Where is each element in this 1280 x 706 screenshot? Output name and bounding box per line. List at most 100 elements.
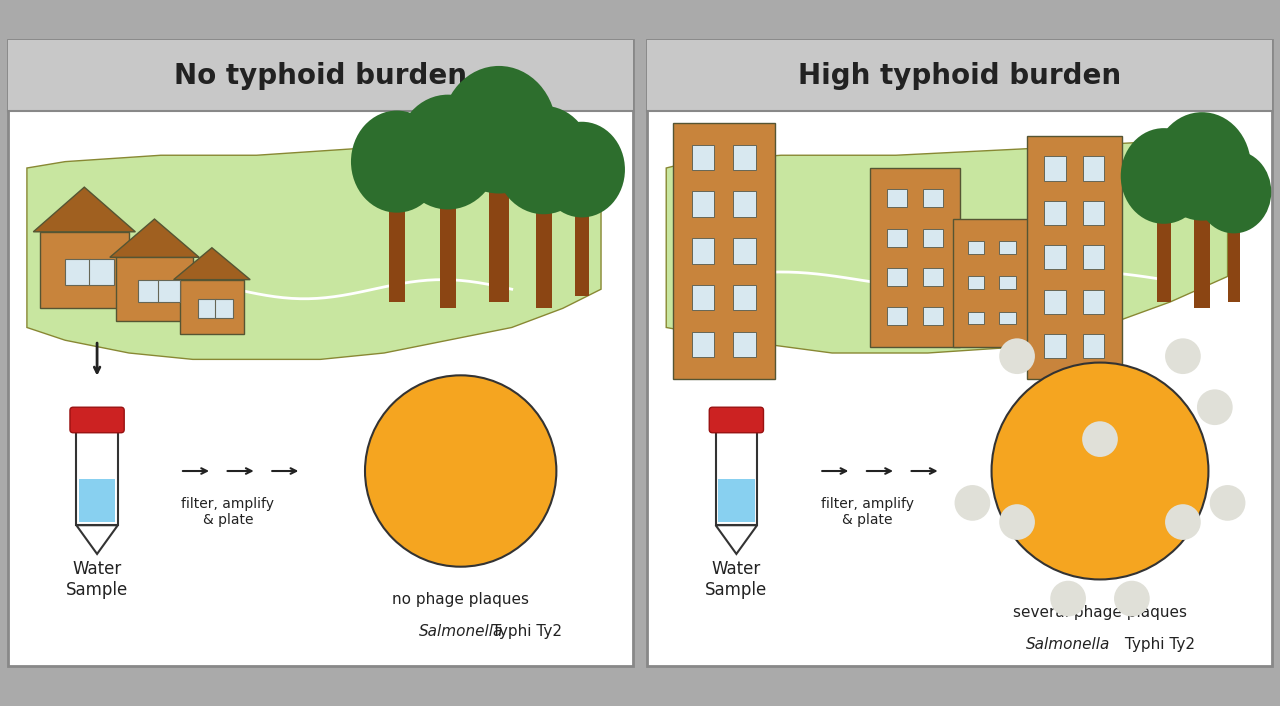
Polygon shape	[33, 187, 136, 232]
Ellipse shape	[495, 106, 593, 214]
Bar	[923, 307, 943, 325]
Bar	[1044, 289, 1065, 314]
Text: No typhoid burden: No typhoid burden	[174, 61, 467, 90]
Bar	[887, 229, 906, 246]
Circle shape	[1000, 504, 1036, 540]
Ellipse shape	[1153, 112, 1251, 221]
Polygon shape	[77, 525, 118, 554]
Circle shape	[365, 376, 557, 567]
Bar	[923, 268, 943, 286]
Bar	[1194, 193, 1210, 309]
Bar	[923, 229, 943, 246]
Text: Salmonella: Salmonella	[1025, 637, 1110, 652]
Bar	[1044, 245, 1065, 270]
Circle shape	[1165, 504, 1201, 540]
Circle shape	[955, 485, 991, 521]
Ellipse shape	[539, 121, 625, 217]
FancyBboxPatch shape	[709, 407, 763, 433]
Text: filter, amplify
& plate: filter, amplify & plate	[182, 496, 274, 527]
Text: Typhi Ty2: Typhi Ty2	[1120, 637, 1196, 652]
Bar	[691, 191, 714, 217]
Bar	[1044, 334, 1065, 359]
Text: Water
Sample: Water Sample	[705, 561, 768, 599]
Bar	[1083, 289, 1105, 314]
Bar	[575, 193, 589, 296]
Circle shape	[1050, 581, 1085, 616]
Text: no phage plaques: no phage plaques	[392, 592, 529, 607]
Bar	[691, 285, 714, 311]
Bar	[887, 189, 906, 208]
Bar	[77, 429, 118, 525]
Bar	[389, 187, 404, 302]
Ellipse shape	[1121, 128, 1207, 224]
Bar	[40, 232, 129, 309]
Circle shape	[1114, 581, 1149, 616]
Bar	[998, 277, 1015, 289]
Polygon shape	[27, 143, 602, 359]
Bar	[180, 280, 243, 334]
Circle shape	[1000, 338, 1036, 374]
Ellipse shape	[397, 95, 499, 210]
Bar	[88, 258, 114, 285]
Bar	[887, 268, 906, 286]
Bar	[733, 238, 755, 264]
Polygon shape	[174, 248, 250, 280]
Polygon shape	[666, 168, 1215, 309]
Bar	[691, 145, 714, 170]
Polygon shape	[666, 143, 1228, 353]
Text: Salmonella: Salmonella	[419, 624, 503, 639]
Bar	[1083, 334, 1105, 359]
Text: Typhi Ty2: Typhi Ty2	[486, 624, 562, 639]
Text: filter, amplify
& plate: filter, amplify & plate	[820, 496, 914, 527]
Bar	[1228, 213, 1240, 302]
Circle shape	[992, 363, 1208, 580]
Bar	[887, 307, 906, 325]
Bar	[65, 258, 90, 285]
Circle shape	[1210, 485, 1245, 521]
Bar	[968, 241, 984, 254]
Bar	[1083, 156, 1105, 181]
FancyBboxPatch shape	[8, 40, 632, 666]
Bar	[116, 257, 193, 321]
Bar	[716, 429, 756, 525]
FancyBboxPatch shape	[648, 40, 1272, 666]
Circle shape	[1165, 338, 1201, 374]
Bar	[79, 479, 115, 522]
Bar	[489, 162, 508, 302]
Bar	[968, 311, 984, 324]
Ellipse shape	[442, 66, 557, 193]
Bar	[954, 219, 1030, 347]
Bar	[1083, 245, 1105, 270]
Ellipse shape	[1197, 150, 1271, 234]
Text: High typhoid burden: High typhoid burden	[799, 61, 1121, 90]
Circle shape	[1197, 390, 1233, 425]
Bar	[1157, 200, 1171, 302]
Bar	[870, 168, 960, 347]
Polygon shape	[716, 525, 756, 554]
Text: Water
Sample: Water Sample	[67, 561, 128, 599]
Bar	[198, 299, 216, 318]
Bar	[8, 40, 632, 111]
FancyBboxPatch shape	[70, 407, 124, 433]
Bar	[215, 299, 233, 318]
Bar	[923, 189, 943, 208]
Ellipse shape	[351, 111, 443, 213]
Bar	[733, 332, 755, 357]
Circle shape	[1082, 421, 1117, 457]
Polygon shape	[40, 162, 602, 309]
Bar	[1027, 136, 1123, 378]
Bar	[718, 479, 755, 522]
Bar	[159, 280, 179, 302]
Bar	[1044, 156, 1065, 181]
Bar	[138, 280, 159, 302]
Bar	[691, 332, 714, 357]
Bar	[648, 40, 1272, 111]
Bar	[733, 145, 755, 170]
Bar	[535, 187, 552, 309]
Bar	[733, 285, 755, 311]
Text: several phage plaques: several phage plaques	[1012, 605, 1187, 620]
Bar	[733, 191, 755, 217]
Bar	[968, 277, 984, 289]
Polygon shape	[110, 219, 200, 257]
Bar	[440, 181, 456, 309]
